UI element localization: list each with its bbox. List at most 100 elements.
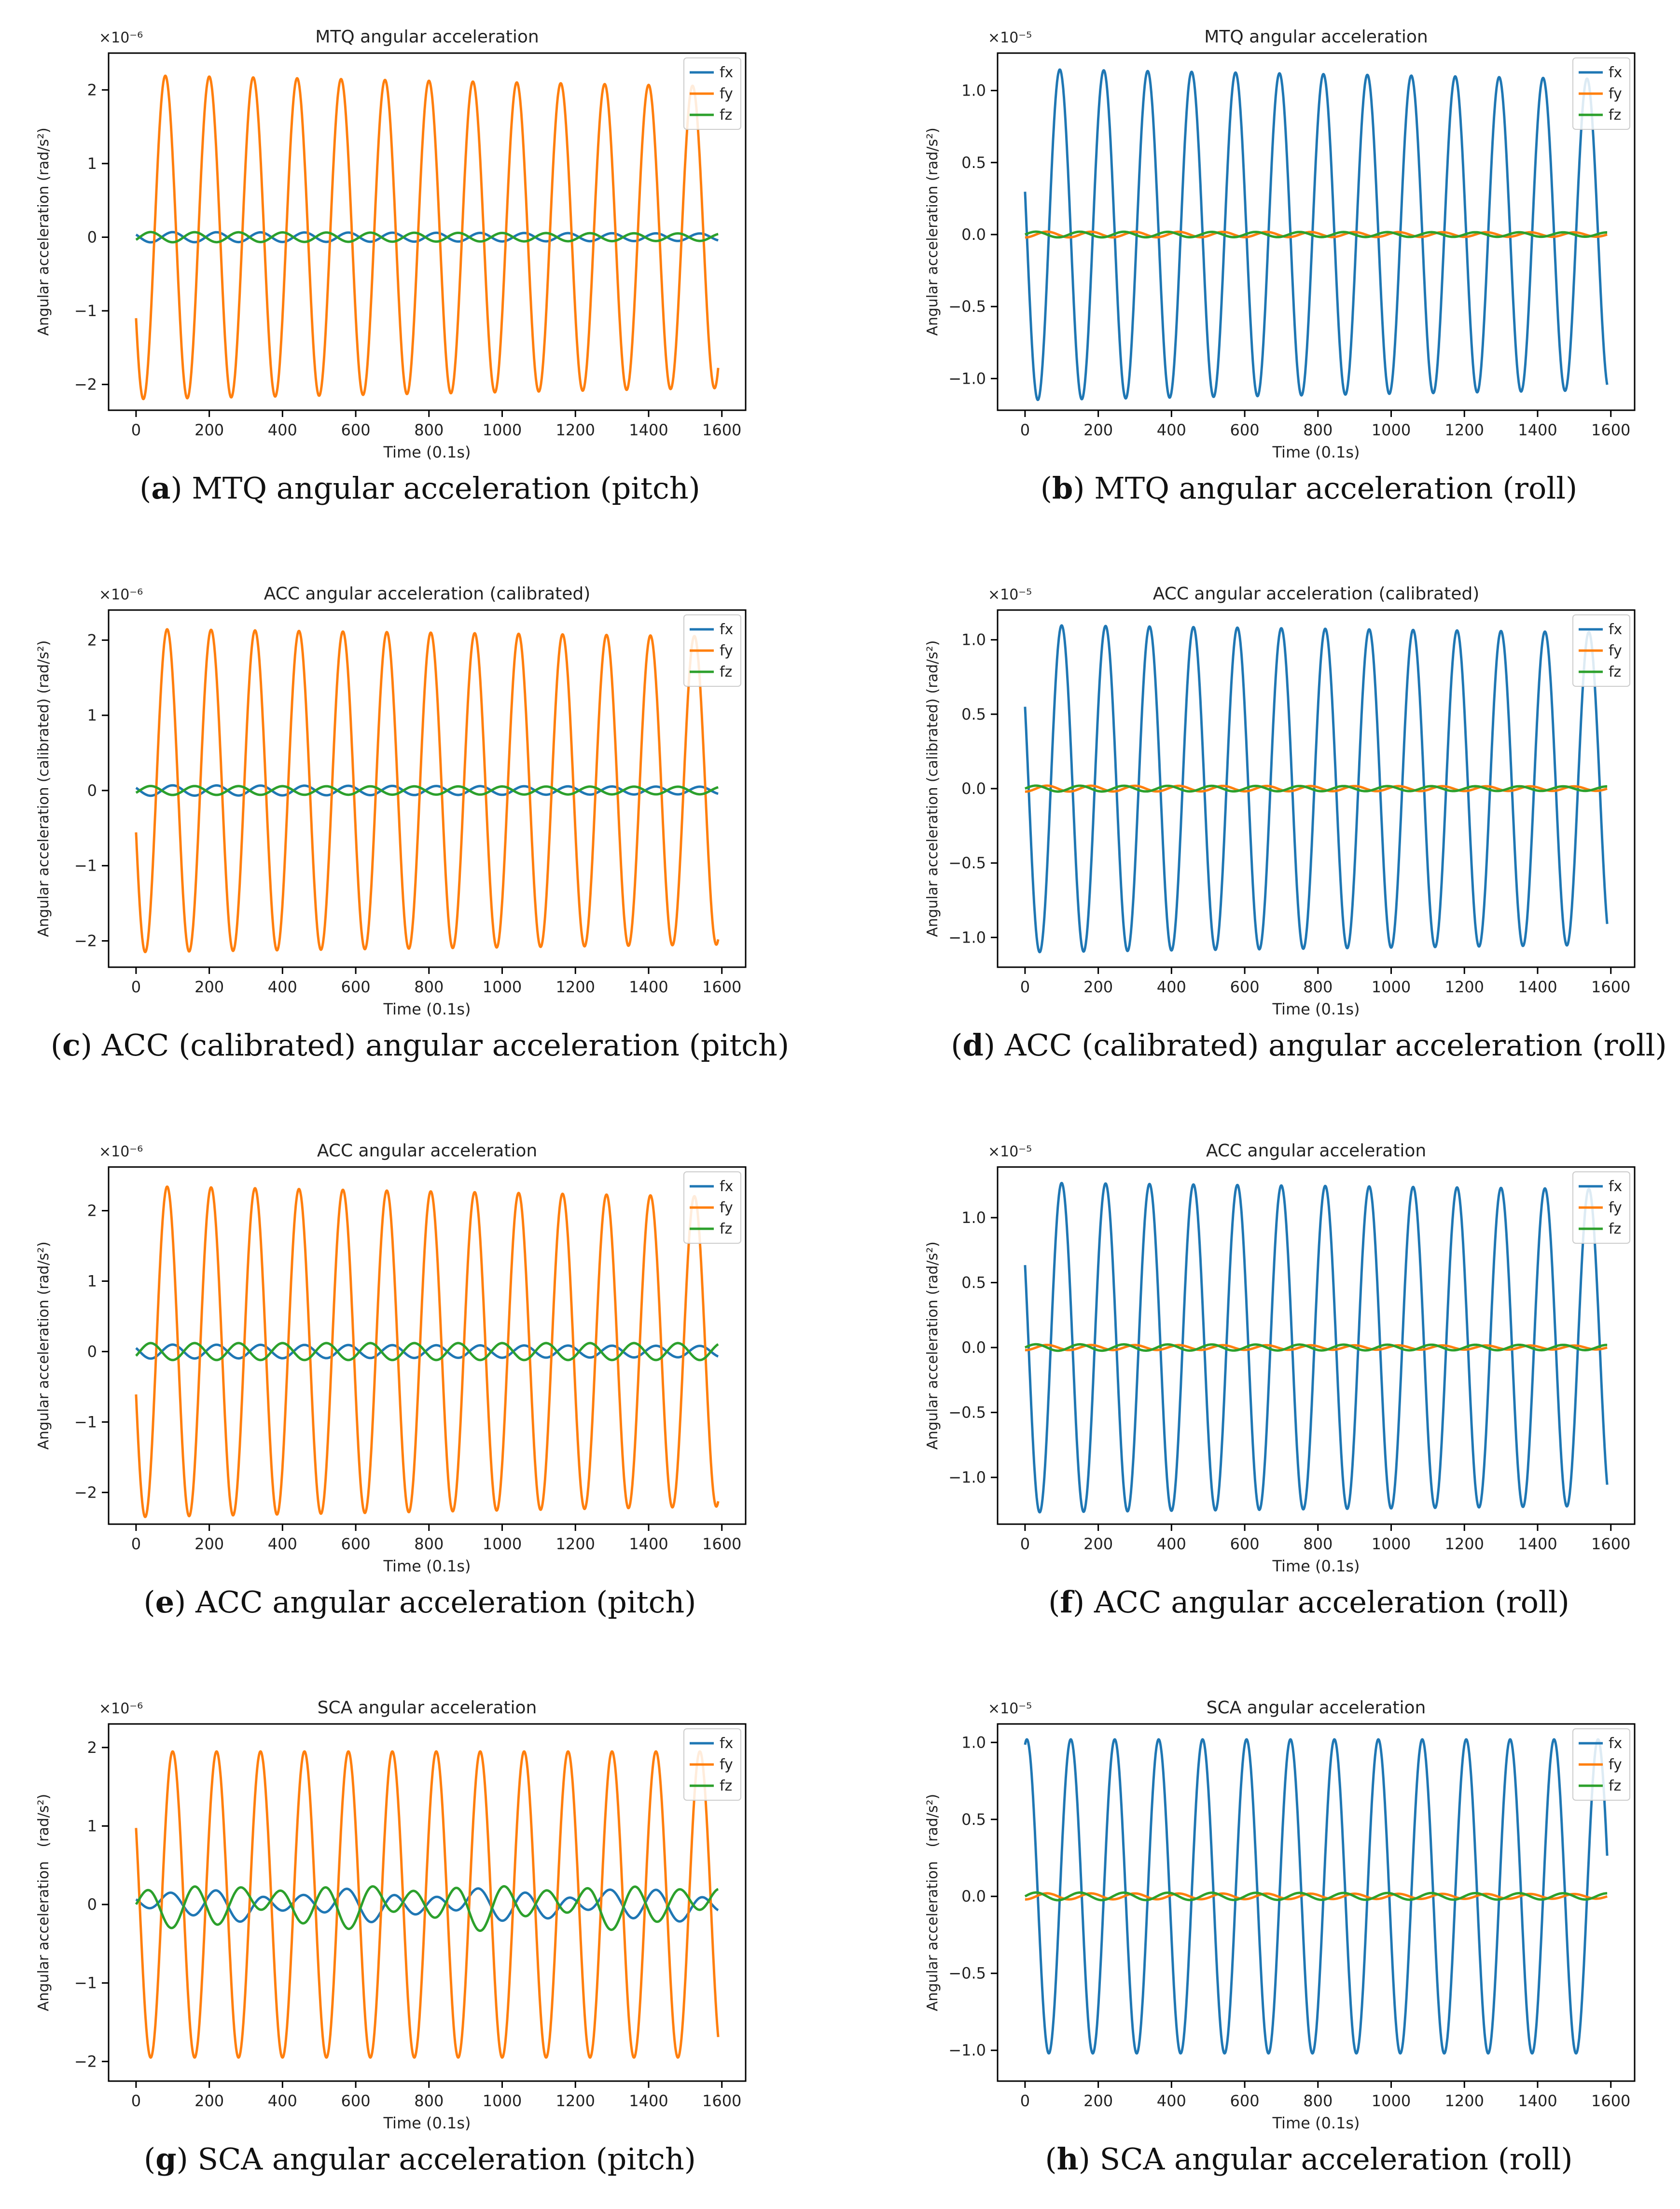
plot-frame <box>997 1723 1636 2082</box>
y-tick-label: −1.0 <box>948 1468 986 1487</box>
x-tick-label: 1600 <box>1591 2092 1630 2110</box>
x-tick-label: 0 <box>131 2092 141 2110</box>
x-tick-label: 1000 <box>483 1535 522 1553</box>
panel-caption: (d) ACC (calibrated) angular acceleratio… <box>951 1028 1667 1063</box>
x-tick-label: 600 <box>1230 421 1260 439</box>
chart-title: MTQ angular acceleration <box>1204 27 1428 47</box>
y-tick-label: 1 <box>87 1817 97 1835</box>
series-line-fx <box>135 231 719 244</box>
x-tick-label: 0 <box>131 978 141 996</box>
chart-g: 0 200 400 600 800 1000 1200 1400 1600 −2 −1 0 1 2 SCA … <box>35 1698 747 2132</box>
x-tick-label: 400 <box>268 421 297 439</box>
x-axis-label: Time (0.1s) <box>1272 443 1360 461</box>
x-tick-label: 400 <box>268 2092 297 2110</box>
legend-label-fz: fz <box>720 1221 732 1237</box>
caption-letter: h <box>1056 2141 1079 2177</box>
x-tick-label: 200 <box>1083 421 1113 439</box>
y-axis-label: Angular acceleration (calibrated) (rad/s… <box>35 640 52 937</box>
series-line-fx <box>1024 624 1609 954</box>
series-line-fy <box>135 628 720 954</box>
chart-d: 0 200 400 600 800 1000 1200 1400 1600 −1.0 −0.5 0.0… <box>924 584 1636 1018</box>
legend-label-fz: fz <box>720 1778 732 1794</box>
y-tick-label: 0.5 <box>961 1273 986 1292</box>
y-tick-label: 0 <box>87 1342 97 1361</box>
legend-label-fy: fy <box>720 85 733 102</box>
series-line-fy <box>1024 230 1608 239</box>
legend-label-fz: fz <box>1609 664 1621 681</box>
plot-frame <box>997 1166 1636 1525</box>
x-tick-label: 1200 <box>1445 421 1484 439</box>
legend: fx fy fz <box>683 1728 741 1801</box>
legend-label-fy: fy <box>720 1756 733 1773</box>
x-tick-label: 1200 <box>1445 978 1484 996</box>
x-tick-label: 1600 <box>1591 978 1630 996</box>
x-tick-label: 400 <box>1157 1535 1186 1553</box>
x-tick-label: 1400 <box>629 421 668 439</box>
legend-label-fx: fx <box>720 64 733 81</box>
legend: fx fy fz <box>683 614 741 687</box>
axis-multiplier: ×10⁻⁶ <box>99 586 143 603</box>
panel-caption: (e) ACC angular acceleration (pitch) <box>143 1584 696 1620</box>
legend-label-fx: fx <box>720 621 733 638</box>
x-tick-label: 800 <box>1303 421 1333 439</box>
y-tick-label: 2 <box>87 1201 97 1220</box>
x-tick-label: 800 <box>414 1535 444 1553</box>
y-tick-label: 0 <box>87 1895 97 1914</box>
legend-label-fz: fz <box>1609 107 1621 124</box>
x-tick-label: 1000 <box>1372 978 1411 996</box>
caption-text: ACC (calibrated) angular acceleration (r… <box>1004 1028 1667 1063</box>
x-tick-label: 600 <box>1230 978 1260 996</box>
x-tick-label: 1200 <box>1445 2092 1484 2110</box>
x-tick-label: 1600 <box>1591 1535 1630 1553</box>
y-axis-label: Angular acceleration (rad/s²) <box>35 1794 52 2012</box>
y-tick-label: −1 <box>74 1413 97 1431</box>
legend: fx fy fz <box>1572 57 1630 130</box>
x-tick-label: 1600 <box>702 978 741 996</box>
x-tick-label: 0 <box>1020 2092 1030 2110</box>
x-tick-label: 1400 <box>629 978 668 996</box>
x-tick-label: 0 <box>1020 1535 1030 1553</box>
caption-letter: c <box>62 1028 81 1063</box>
series-line-fz <box>135 1885 719 1932</box>
x-axis-label: Time (0.1s) <box>1272 1557 1360 1575</box>
axis-multiplier: ×10⁻⁶ <box>99 29 143 46</box>
panel-caption: (a) MTQ angular acceleration (pitch) <box>139 471 700 506</box>
x-tick-label: 400 <box>1157 421 1186 439</box>
caption-letter: f <box>1060 1584 1073 1620</box>
caption-text: MTQ angular acceleration (roll) <box>1094 471 1578 506</box>
panel-caption: (c) ACC (calibrated) angular acceleratio… <box>50 1028 790 1063</box>
x-tick-label: 400 <box>1157 978 1186 996</box>
legend-label-fx: fx <box>1609 1735 1622 1752</box>
axis-multiplier: ×10⁻⁵ <box>988 1143 1032 1160</box>
legend-label-fz: fz <box>1609 1778 1621 1794</box>
legend: fx fy fz <box>1572 1171 1630 1244</box>
caption-text: ACC (calibrated) angular acceleration (p… <box>101 1028 790 1063</box>
y-tick-label: −0.5 <box>948 854 986 872</box>
y-tick-label: −1 <box>74 857 97 875</box>
x-tick-label: 1600 <box>702 2092 741 2110</box>
x-tick-label: 1400 <box>1518 1535 1557 1553</box>
legend-label-fy: fy <box>1609 1199 1622 1216</box>
series-line-fx <box>135 1887 719 1923</box>
series-line-fz <box>1024 784 1608 793</box>
y-tick-label: 2 <box>87 631 97 649</box>
x-tick-label: 1000 <box>1372 2092 1411 2110</box>
y-tick-label: −1.0 <box>948 369 986 388</box>
x-tick-label: 1200 <box>556 1535 595 1553</box>
y-tick-label: 1.0 <box>961 1209 986 1227</box>
x-tick-label: 200 <box>1083 1535 1113 1553</box>
chart-e: 0 200 400 600 800 1000 1200 1400 1600 −2 −1 0 1 2 ACC … <box>35 1141 747 1575</box>
y-axis-label: Angular acceleration (rad/s²) <box>924 1241 941 1449</box>
y-axis-label: Angular acceleration (rad/s²) <box>924 127 941 335</box>
x-tick-label: 800 <box>414 421 444 439</box>
caption-text: SCA angular acceleration (pitch) <box>197 2141 696 2177</box>
x-tick-label: 200 <box>194 421 224 439</box>
x-tick-label: 0 <box>131 1535 141 1553</box>
x-axis-label: Time (0.1s) <box>383 1000 471 1018</box>
chart-title: MTQ angular acceleration <box>315 27 539 47</box>
chart-title: ACC angular acceleration <box>317 1141 537 1161</box>
y-tick-label: −0.5 <box>948 297 986 316</box>
series-line-fz <box>1024 230 1608 239</box>
x-tick-label: 1400 <box>1518 978 1557 996</box>
